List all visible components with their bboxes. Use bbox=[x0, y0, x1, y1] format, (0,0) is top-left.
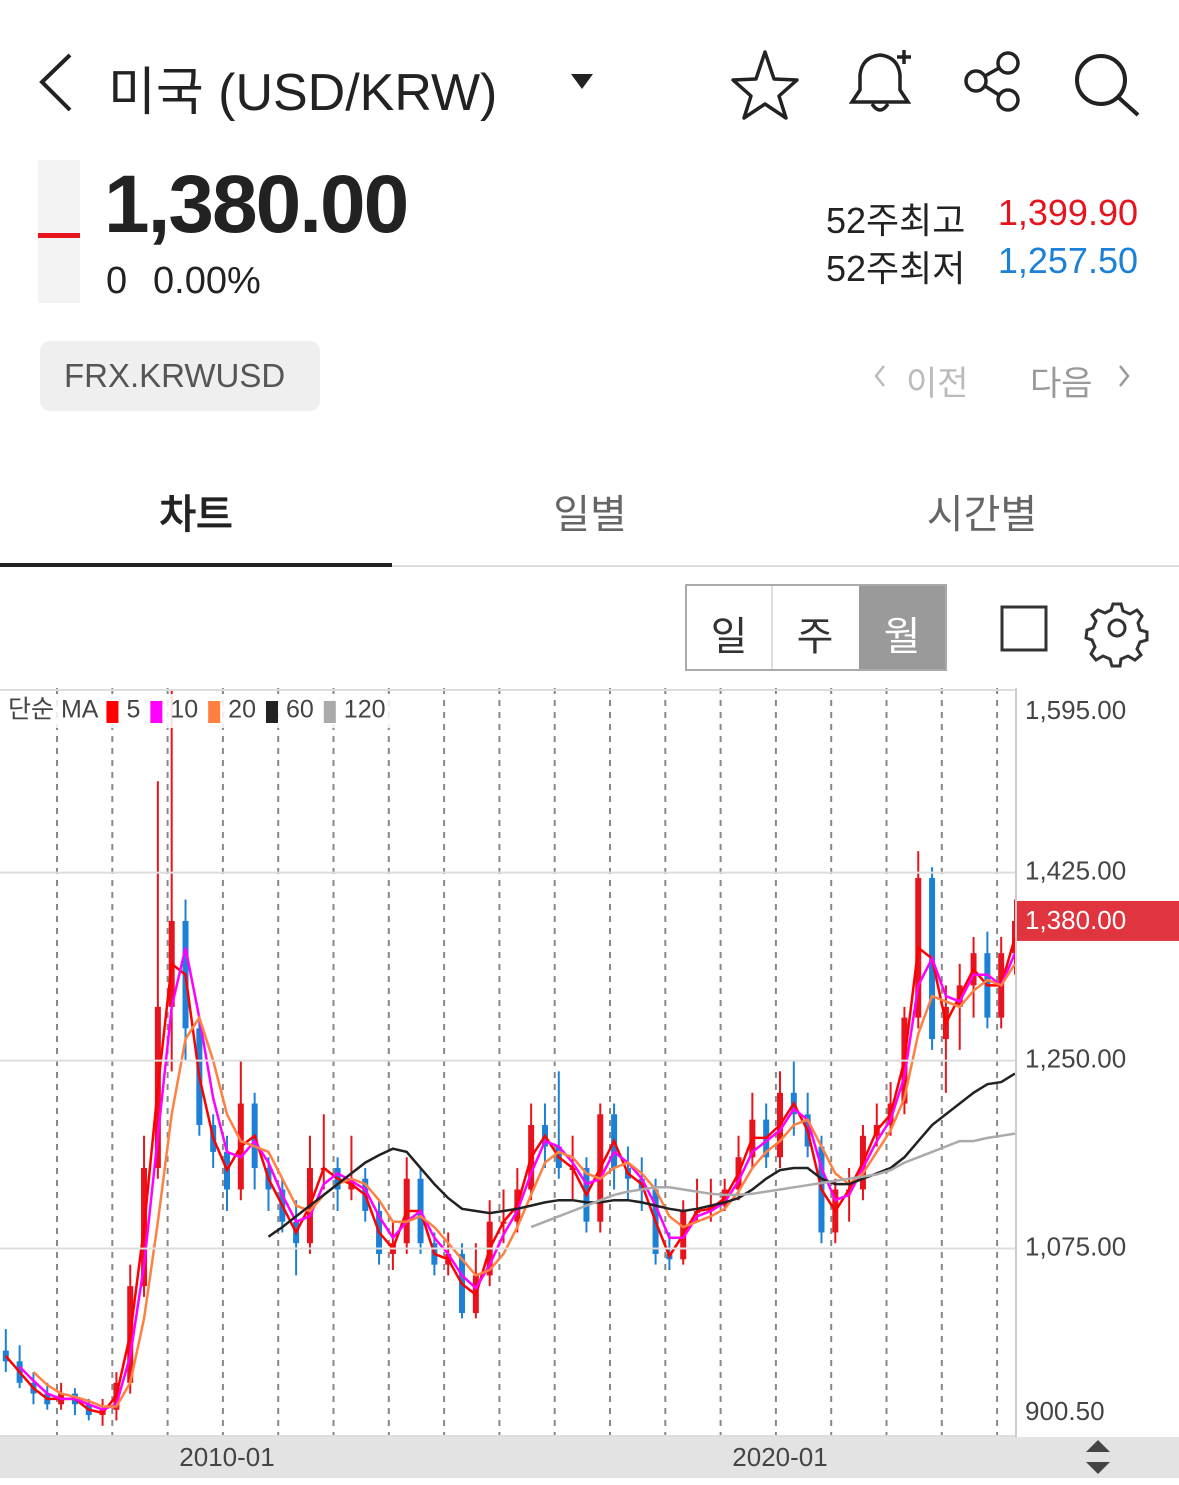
legend-label: 60 bbox=[286, 696, 314, 724]
header-icons bbox=[0, 50, 1179, 671]
settings-button[interactable] bbox=[1084, 602, 1149, 668]
period-selected bbox=[859, 586, 945, 669]
candle-body bbox=[2, 1350, 9, 1362]
high-label: 52주최고 bbox=[826, 200, 966, 241]
ma-line bbox=[4, 936, 1015, 1415]
low-value: 1,257.50 bbox=[997, 240, 1138, 281]
prev-arrow bbox=[874, 365, 885, 387]
candle-body bbox=[1012, 920, 1015, 954]
period[interactable]: 월 bbox=[883, 615, 921, 659]
legend-title: 단순 MA bbox=[8, 696, 99, 724]
back-button[interactable] bbox=[39, 53, 72, 112]
tab[interactable]: 시간별 bbox=[926, 493, 1038, 537]
share-button[interactable] bbox=[964, 51, 1020, 112]
legend-label: 120 bbox=[344, 696, 386, 724]
code: FRX.KRWUSD bbox=[64, 357, 286, 394]
tab-divider bbox=[0, 565, 1179, 567]
y-tick-label: 1,075.00 bbox=[1025, 1231, 1126, 1261]
high-value: 1,399.90 bbox=[997, 192, 1138, 233]
legend-label: 10 bbox=[170, 696, 198, 724]
x-tick-label: 2020-01 bbox=[732, 1442, 827, 1472]
dropdown[interactable] bbox=[571, 74, 593, 89]
change: 0 bbox=[106, 260, 128, 302]
y-tick-label: 1,595.00 bbox=[1025, 695, 1126, 725]
price-indicator bbox=[38, 160, 80, 303]
tab[interactable]: 차트 bbox=[159, 493, 233, 537]
period[interactable]: 일 bbox=[710, 615, 748, 659]
y-tick-label: 900.50 bbox=[1025, 1396, 1105, 1426]
code-chip bbox=[40, 341, 320, 411]
legend: 단순 MA 5 10 20 60 120 bbox=[4, 694, 400, 728]
plot bbox=[2, 688, 1015, 1437]
legend-label: 20 bbox=[228, 696, 256, 724]
search-button[interactable] bbox=[1075, 54, 1140, 117]
chart: 900.50 1,075.00 1,250.00 1,425.00 1,595.00 20… bbox=[0, 688, 1179, 1478]
title: 미국 (USD/KRW) bbox=[108, 64, 498, 122]
x-tick-label: 2010-01 bbox=[179, 1442, 274, 1472]
ma-line bbox=[18, 947, 1015, 1412]
price: 1,380.00 bbox=[104, 159, 409, 250]
x-axis-bar bbox=[0, 1437, 1179, 1478]
period[interactable]: 주 bbox=[796, 615, 834, 659]
fullscreen-button[interactable] bbox=[1000, 605, 1048, 652]
prev-button[interactable]: 이전 bbox=[906, 365, 969, 403]
legend-swatch bbox=[150, 701, 163, 723]
legend-swatch bbox=[323, 701, 336, 723]
scroll-handle[interactable] bbox=[1086, 1440, 1110, 1474]
legend-label: 5 bbox=[126, 696, 140, 724]
y-tick-label: 1,250.00 bbox=[1025, 1043, 1126, 1073]
legend-swatch bbox=[265, 701, 278, 723]
current-price-box bbox=[1017, 900, 1179, 941]
favorite-button[interactable] bbox=[731, 50, 799, 120]
current-price-label: 1,380.00 bbox=[1025, 905, 1126, 935]
tab[interactable]: 일별 bbox=[553, 493, 627, 537]
ma-line bbox=[530, 1132, 1015, 1229]
next-button[interactable]: 다음 bbox=[1030, 365, 1093, 403]
price-indicator-line bbox=[38, 233, 80, 238]
legend-swatch bbox=[106, 701, 119, 723]
next-arrow bbox=[1119, 365, 1130, 387]
tab-underline bbox=[0, 563, 392, 567]
change-pct: 0.00% bbox=[153, 260, 261, 302]
alert-button[interactable] bbox=[848, 50, 912, 112]
legend-swatch bbox=[208, 701, 221, 723]
y-tick-label: 1,425.00 bbox=[1025, 855, 1126, 885]
ma-line bbox=[267, 1072, 1015, 1238]
low-label: 52주최저 bbox=[826, 248, 966, 289]
